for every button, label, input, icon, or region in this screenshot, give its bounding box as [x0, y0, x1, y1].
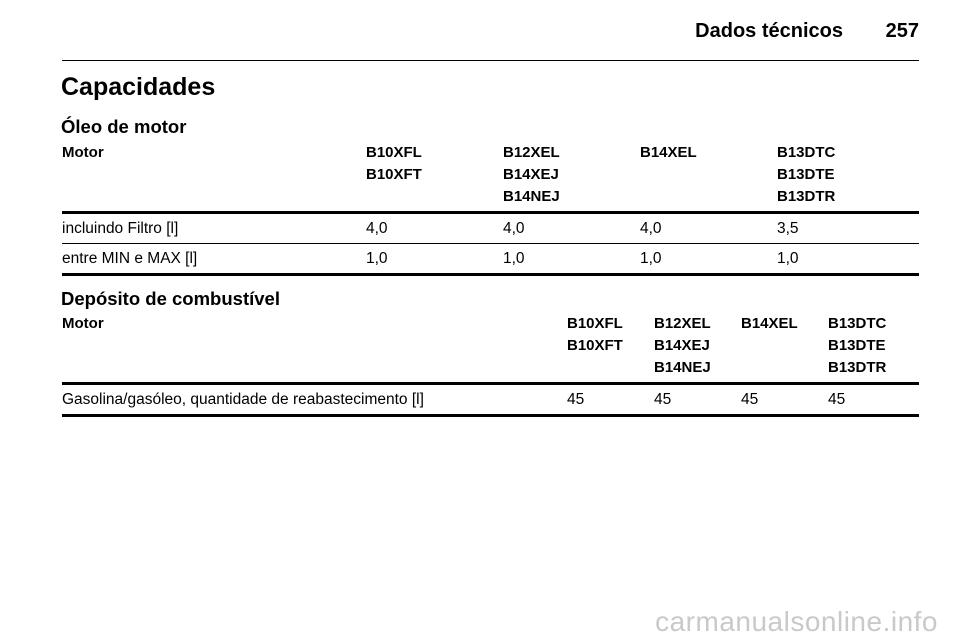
table-row: incluindo Filtro [l] 4,0 4,0 4,0 3,5	[62, 212, 919, 244]
engine-column-header: B10XFL B10XFT	[567, 313, 654, 385]
fuel-tank-table: Motor B10XFL B10XFT B12XEL B14XEJ B14NEJ…	[62, 313, 919, 417]
watermark: carmanualsonline.info	[655, 606, 938, 637]
table-header-row: Motor B10XFL B10XFT B12XEL B14XEJ B14NEJ…	[62, 313, 919, 385]
engine-column-header: B12XEL B14XEJ B14NEJ	[654, 313, 741, 385]
table-cell: 45	[654, 383, 741, 417]
row-label: entre MIN e MAX [l]	[62, 243, 366, 276]
oil-capacity-table: Motor B10XFL B10XFT B12XEL B14XEJ B14NEJ…	[62, 142, 919, 276]
motor-header: Motor	[62, 313, 567, 385]
oil-heading: Óleo de motor	[61, 116, 187, 137]
table-cell: 1,0	[777, 243, 919, 276]
table-header-row: Motor B10XFL B10XFT B12XEL B14XEJ B14NEJ…	[62, 142, 919, 214]
motor-header: Motor	[62, 142, 366, 214]
section-title: Dados técnicos	[695, 20, 843, 42]
engine-column-header: B13DTC B13DTE B13DTR	[828, 313, 919, 385]
table-cell: 4,0	[503, 212, 640, 244]
page-title: Capacidades	[61, 73, 216, 101]
table-row: entre MIN e MAX [l] 1,0 1,0 1,0 1,0	[62, 243, 919, 276]
fuel-heading: Depósito de combustível	[61, 288, 280, 309]
engine-column-header: B12XEL B14XEJ B14NEJ	[503, 142, 640, 214]
page-number: 257	[885, 20, 919, 42]
engine-column-header: B10XFL B10XFT	[366, 142, 503, 214]
table-cell: 1,0	[503, 243, 640, 276]
table-cell: 45	[741, 383, 828, 417]
table-cell: 3,5	[777, 212, 919, 244]
table-cell: 4,0	[640, 212, 777, 244]
table-cell: 4,0	[366, 212, 503, 244]
table-cell: 1,0	[640, 243, 777, 276]
row-label: incluindo Filtro [l]	[62, 212, 366, 244]
table-row: Gasolina/gasóleo, quantidade de reabaste…	[62, 383, 919, 417]
engine-column-header: B14XEL	[640, 142, 777, 214]
page-header: Dados técnicos 257	[62, 16, 919, 61]
table-cell: 45	[828, 383, 919, 417]
table-cell: 45	[567, 383, 654, 417]
row-label: Gasolina/gasóleo, quantidade de reabaste…	[62, 383, 567, 417]
table-cell: 1,0	[366, 243, 503, 276]
engine-column-header: B14XEL	[741, 313, 828, 385]
engine-column-header: B13DTC B13DTE B13DTR	[777, 142, 919, 214]
